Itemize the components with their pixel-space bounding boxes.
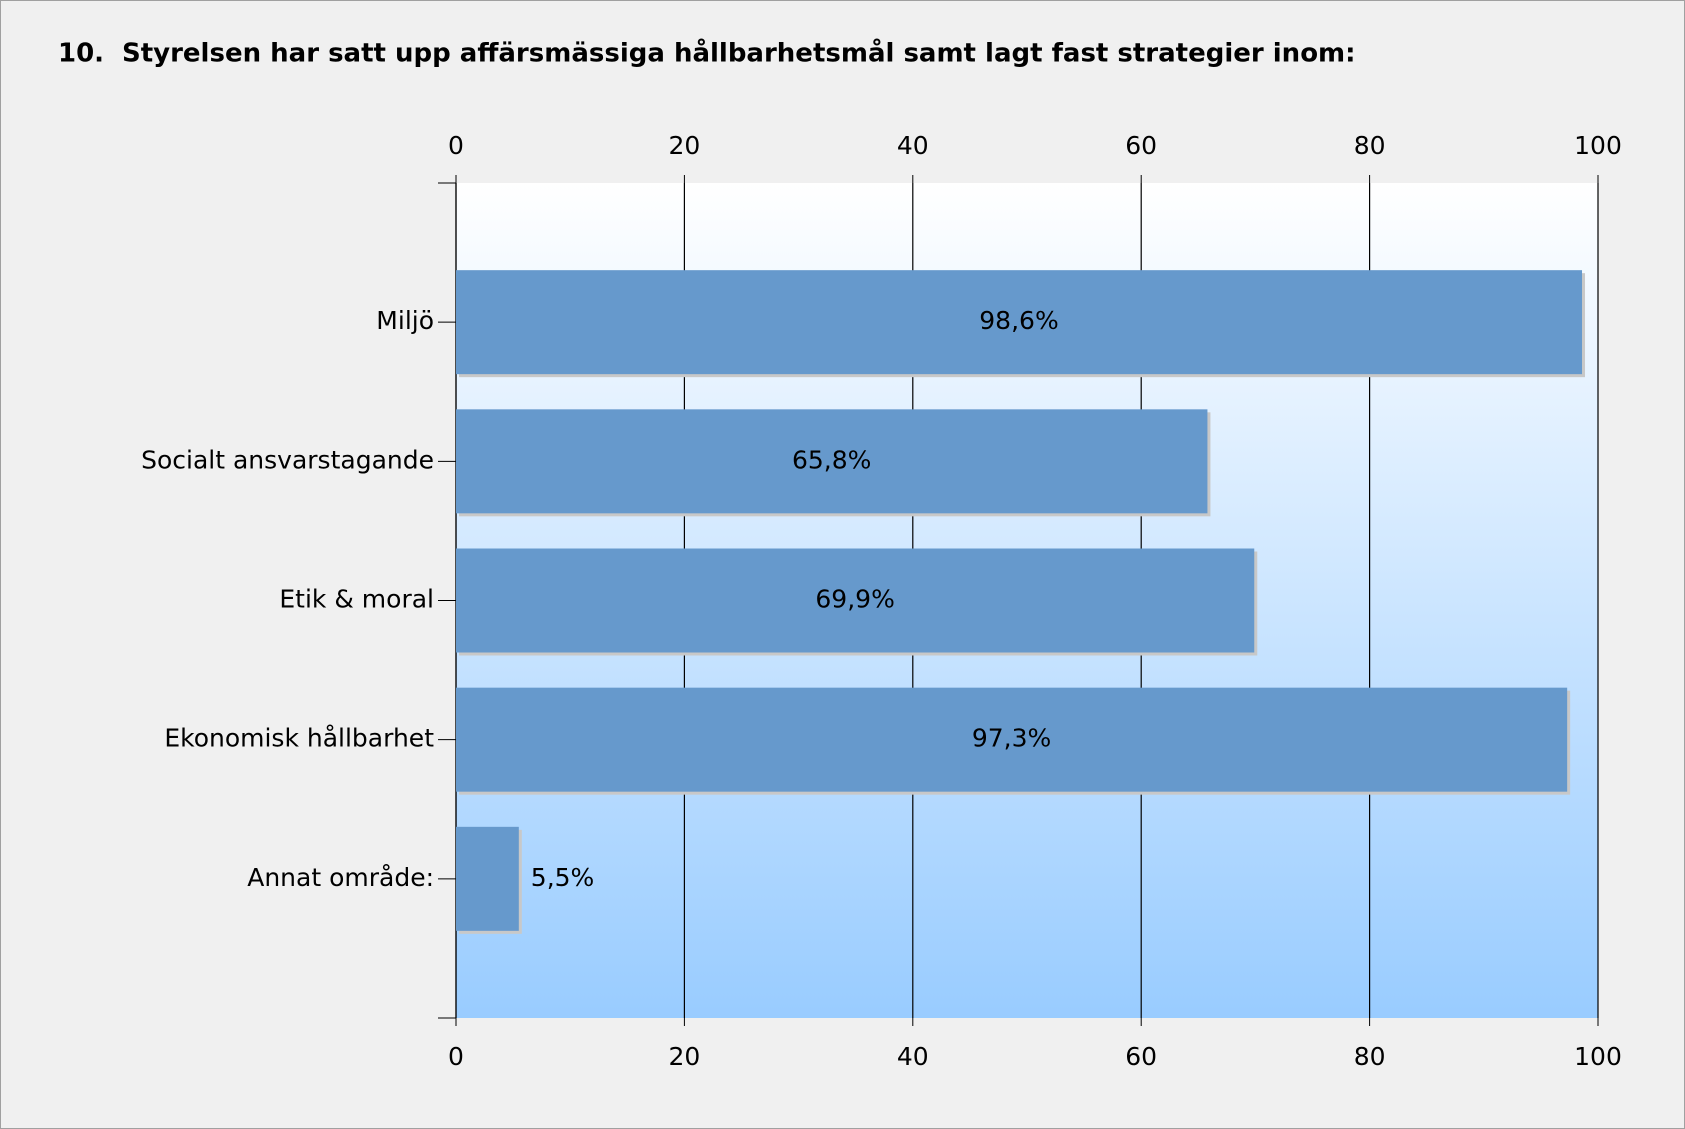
y-tick-label: Etik & moral (279, 585, 434, 614)
x-tick-label: 40 (897, 131, 929, 160)
y-tick-label: Annat område: (247, 863, 434, 892)
bar (456, 548, 1255, 653)
bar (456, 270, 1583, 375)
x-tick-label: 80 (1354, 1042, 1386, 1071)
y-tick-label: Miljö (376, 306, 434, 335)
value-label: 69,9% (815, 585, 894, 614)
value-label: 97,3% (972, 724, 1051, 753)
x-tick-label: 80 (1354, 131, 1386, 160)
x-tick-label: 20 (668, 1042, 700, 1071)
chart-title: Styrelsen har satt upp affärsmässiga hål… (122, 37, 1356, 69)
x-tick-label: 20 (668, 131, 700, 160)
bar (456, 826, 519, 931)
x-tick-label: 40 (897, 1042, 929, 1071)
bar (456, 409, 1208, 514)
question-number: 10. (58, 39, 104, 69)
value-label: 5,5% (531, 863, 595, 892)
value-label: 65,8% (792, 445, 871, 474)
x-tick-label: 60 (1125, 1042, 1157, 1071)
bar (456, 687, 1568, 792)
x-tick-label: 0 (448, 131, 464, 160)
y-tick-label: Ekonomisk hållbarhet (164, 724, 434, 753)
value-label: 98,6% (979, 306, 1058, 335)
x-tick-label: 100 (1574, 131, 1622, 160)
y-tick-label: Socialt ansvarstagande (141, 445, 434, 474)
x-tick-label: 0 (448, 1042, 464, 1071)
x-tick-label: 100 (1574, 1042, 1622, 1071)
x-tick-label: 60 (1125, 131, 1157, 160)
